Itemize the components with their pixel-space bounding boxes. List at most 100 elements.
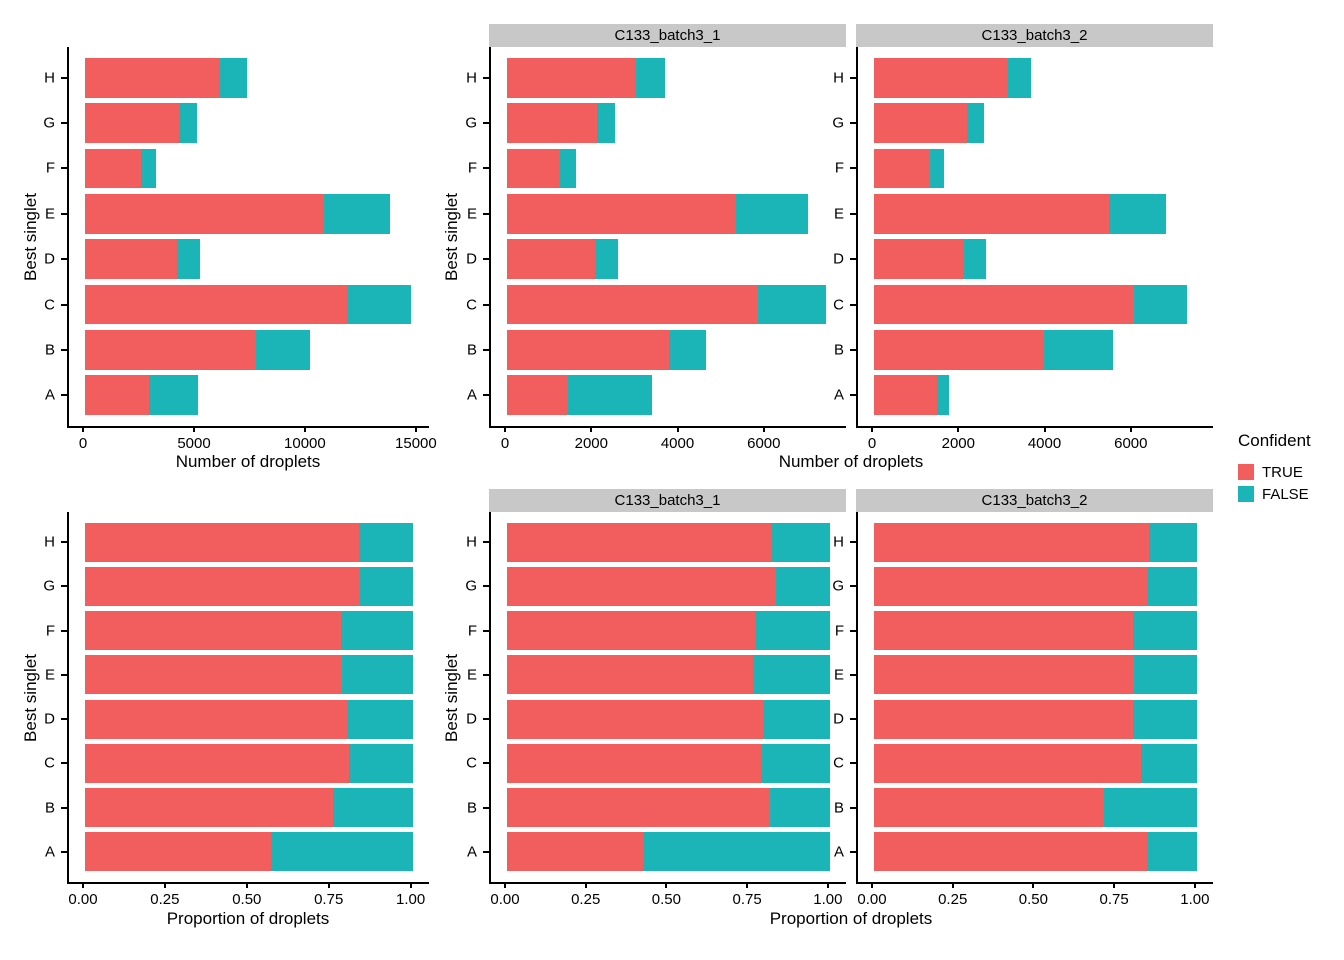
bar-segment-false-c: [1133, 284, 1188, 325]
y-tick-label-d: D: [833, 710, 844, 728]
bar-row-f: [69, 611, 429, 651]
x-tick-label: 10000: [284, 435, 326, 452]
panel-counts-batch3-2: H G F E D C B A 0 2000 4000 6000: [832, 47, 1213, 452]
bar-row-g: [491, 103, 846, 143]
bar-segment-false-c: [347, 284, 411, 325]
bar-segment-true-e: [85, 193, 324, 234]
bar-segment-false-c: [758, 284, 827, 325]
y-tick-mark: [850, 762, 856, 765]
bar-segment-false-b: [1043, 330, 1113, 370]
bar-segment-false-a: [937, 375, 949, 416]
y-tick-mark: [483, 806, 489, 809]
bar-segment-false-h: [220, 57, 247, 98]
bar-segment-true-g: [507, 103, 597, 143]
y-tick-label-d: D: [466, 710, 477, 728]
bar-segment-true-g: [85, 566, 360, 606]
y-tick-label-f: F: [834, 159, 844, 177]
bar-row-e: [858, 655, 1213, 695]
bar-segment-true-h: [85, 522, 359, 562]
y-tick-mark: [483, 122, 489, 125]
panel-proportion-batch3-2: H G F E D C B A 0.00 0.25 0.50 0.75 1.00: [832, 512, 1213, 908]
y-tick-mark: [850, 673, 856, 676]
bar-segment-false-d: [1132, 699, 1197, 739]
y-tick-mark: [61, 212, 67, 215]
y-tick-label-g: G: [43, 114, 55, 132]
y-tick-mark: [61, 585, 67, 588]
x-tick-mark: [871, 882, 873, 888]
y-tick-mark: [483, 303, 489, 306]
bar-segment-false-e: [736, 193, 808, 234]
facet-strip-batch3-2-bottom: C133_batch3_2: [856, 489, 1213, 512]
y-tick-label-g: G: [832, 114, 844, 132]
panel-proportion-batch3-1: H G F E D C B A 0.00 0.25 0.50 0.75 1.00: [465, 512, 846, 908]
x-tick-mark: [1129, 426, 1132, 432]
y-tick-label-g: G: [832, 577, 844, 595]
bar-segment-true-b: [874, 330, 1044, 370]
y-tick-mark: [61, 762, 67, 765]
bar-segment-false-g: [596, 103, 615, 143]
bar-segment-false-g: [179, 103, 198, 143]
bar-row-f: [858, 611, 1213, 651]
y-tick-mark: [483, 258, 489, 261]
x-tick-label: 0.75: [1099, 891, 1129, 908]
y-tick-label-e: E: [833, 666, 844, 684]
x-tick-label: 1.00: [813, 891, 843, 908]
bar-row-d: [858, 239, 1213, 280]
y-tick-label-a: A: [44, 386, 55, 404]
x-tick-mark: [762, 426, 765, 432]
x-tick-label: 4000: [660, 435, 695, 452]
bar-row-b: [858, 330, 1213, 370]
bar-segment-true-c: [507, 284, 758, 325]
y-tick-mark: [61, 806, 67, 809]
bar-row-h: [69, 522, 429, 562]
facet-strip-batch3-1-top: C133_batch3_1: [489, 24, 846, 47]
bar-segment-true-d: [507, 699, 764, 739]
x-tick-mark: [1113, 882, 1116, 888]
x-tick-mark: [871, 426, 873, 432]
bar-row-g: [69, 103, 429, 143]
bar-segment-true-e: [85, 655, 342, 695]
y-tick-mark: [61, 258, 67, 261]
y-tick-label-g: G: [43, 577, 55, 595]
bar-segment-false-b: [769, 788, 830, 828]
x-axis-title-counts-all: Number of droplets: [175, 452, 321, 471]
x-tick-mark: [409, 882, 412, 888]
bar-row-f: [491, 148, 846, 189]
bar-segment-true-d: [85, 239, 177, 280]
x-tick-mark: [590, 426, 593, 432]
x-tick-label: 0.75: [732, 891, 762, 908]
legend: Confident TRUE FALSE: [1238, 431, 1311, 505]
panel-proportion-all: H G F E D C B A 0.00 0.25 0.50 0.75 1.00: [43, 512, 429, 908]
bar-row-d: [69, 239, 429, 280]
x-tick-mark: [245, 882, 248, 888]
bar-segment-false-d: [176, 239, 200, 280]
bar-segment-true-g: [507, 566, 776, 606]
y-tick-mark: [483, 76, 489, 79]
bar-segment-true-h: [85, 57, 221, 98]
y-axis-title-proportion-all: Best singlet: [21, 654, 40, 742]
x-tick-mark: [584, 882, 587, 888]
bar-row-d: [858, 699, 1213, 739]
bar-row-a: [491, 375, 846, 416]
x-tick-label: 0.50: [232, 891, 262, 908]
y-tick-label-d: D: [44, 250, 55, 268]
bar-row-c: [858, 743, 1213, 783]
facet-strip-label: C133_batch3_2: [981, 27, 1088, 44]
y-tick-mark: [483, 348, 489, 351]
bar-segment-false-b: [255, 330, 311, 370]
y-tick-mark: [483, 541, 489, 544]
x-tick-label: 0.00: [68, 891, 98, 908]
x-tick-label: 6000: [1114, 435, 1148, 452]
bar-segment-false-f: [141, 148, 157, 189]
y-tick-label-e: E: [44, 205, 55, 223]
x-tick-mark: [665, 882, 668, 888]
x-tick-label: 0.75: [314, 891, 344, 908]
x-tick-mark: [82, 882, 84, 888]
x-tick-mark: [826, 882, 829, 888]
bar-segment-true-d: [507, 239, 595, 280]
bar-segment-false-f: [1132, 611, 1197, 651]
bar-row-h: [491, 57, 846, 98]
bar-segment-true-a: [85, 375, 150, 416]
bar-row-e: [491, 193, 846, 234]
y-tick-label-g: G: [465, 114, 477, 132]
